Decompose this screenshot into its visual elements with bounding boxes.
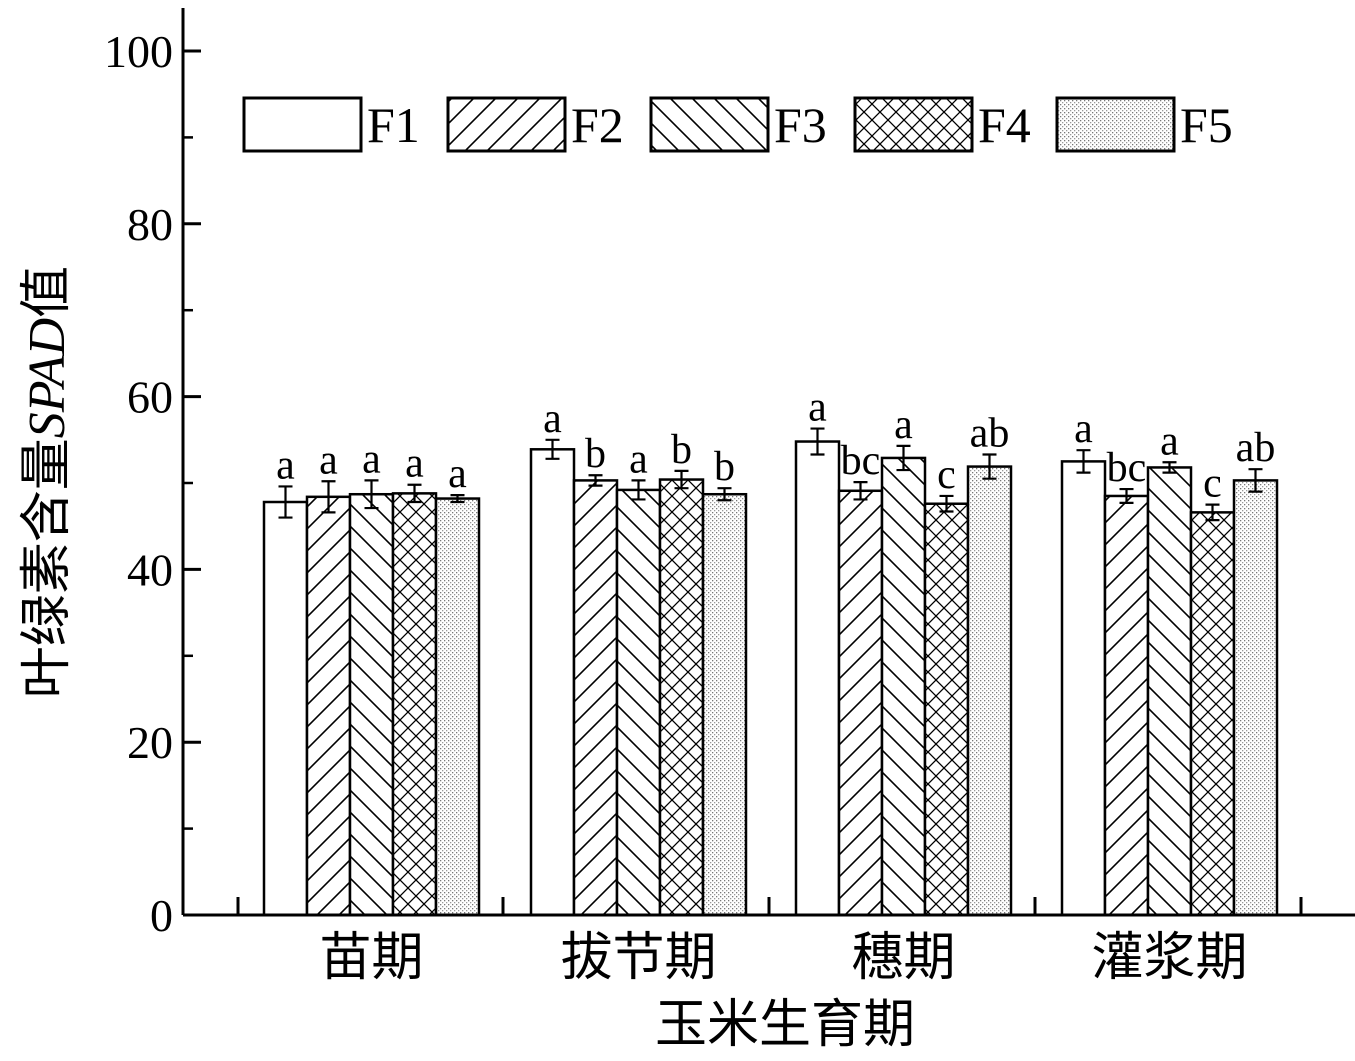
error-bar-f5-2	[717, 487, 732, 502]
error-bar-f2-2	[588, 474, 603, 487]
significance-letter-f2-1: a	[319, 437, 338, 483]
y-tick-label-100: 100	[104, 26, 173, 77]
significance-letter-f5-3: ab	[970, 410, 1010, 456]
error-bar-f1-1	[278, 485, 293, 519]
bar-f3-4	[1146, 466, 1193, 917]
error-bar-f1-2	[545, 438, 560, 460]
legend-swatch-f2	[446, 96, 567, 153]
significance-letter-f5-2: b	[714, 444, 735, 490]
legend-label-f2: F2	[571, 97, 624, 153]
legend-item-f5: F5	[1055, 96, 1233, 153]
x-tick-label-3: 穗期	[851, 930, 955, 987]
error-bar-f4-4	[1205, 503, 1220, 522]
significance-letter-f4-4: c	[1203, 461, 1222, 507]
legend-item-f2: F2	[446, 96, 624, 153]
x-tick-label-4: 灌浆期	[1091, 930, 1247, 987]
bar-f5-3	[966, 465, 1013, 917]
x-tick-label-2: 拔节期	[560, 930, 716, 987]
error-bar-f1-4	[1076, 449, 1091, 474]
bar-f1-2	[529, 448, 576, 917]
legend-swatch-f5	[1055, 96, 1176, 153]
bar-f5-1	[434, 497, 481, 917]
significance-letter-f1-4: a	[1074, 406, 1093, 452]
significance-letter-f1-1: a	[276, 442, 295, 488]
significance-letter-f4-3: c	[937, 452, 956, 498]
significance-letter-f3-3: a	[894, 402, 913, 448]
y-axis-title-main: 叶绿素含量	[19, 438, 76, 698]
bar-f4-1	[391, 492, 438, 917]
legend-swatch-f1	[242, 96, 363, 153]
y-tick-label-0: 0	[150, 890, 173, 941]
legend: F1 F2 F3 F4 F5	[242, 96, 1233, 153]
significance-letter-f1-3: a	[808, 385, 827, 431]
significance-letter-f2-4: bc	[1107, 445, 1147, 491]
bar-f4-3	[923, 502, 970, 917]
bar-f3-3	[880, 456, 927, 917]
error-bar-f4-3	[939, 494, 954, 513]
significance-letter-f3-2: a	[629, 436, 648, 482]
error-bar-f2-3	[853, 481, 868, 501]
legend-item-f3: F3	[649, 96, 827, 153]
bar-f1-3	[794, 440, 841, 917]
legend-swatch-f3	[649, 96, 770, 153]
y-tick-label-20: 20	[127, 717, 173, 768]
bar-f4-2	[658, 478, 705, 917]
x-tick-label-1: 苗期	[319, 930, 423, 987]
bar-f1-4	[1060, 460, 1107, 917]
significance-letter-f5-4: ab	[1236, 425, 1276, 471]
significance-letter-f4-1: a	[405, 441, 424, 487]
bar-f3-1	[348, 492, 395, 917]
bar-f2-3	[837, 489, 884, 917]
bar-f5-2	[701, 492, 748, 917]
error-bar-f3-1	[364, 479, 379, 510]
bar-f2-1	[305, 495, 352, 917]
y-axis-title-italic: SPAD	[19, 318, 76, 438]
bar-f5-4	[1232, 479, 1279, 917]
bar-f2-2	[572, 479, 619, 917]
significance-letter-f3-1: a	[362, 436, 381, 482]
significance-letter-f5-1: a	[448, 451, 467, 497]
bar-f2-4	[1103, 494, 1150, 917]
significance-letter-f4-2: b	[671, 427, 692, 473]
legend-label-f4: F4	[978, 97, 1031, 153]
legend-label-f3: F3	[774, 97, 827, 153]
error-bar-f1-3	[810, 427, 825, 456]
error-bar-f3-3	[896, 444, 911, 472]
y-axis-title-end: 值	[19, 266, 76, 318]
axes-layer	[181, 8, 1355, 917]
y-axis-title: 叶绿素含量SPAD值	[19, 266, 76, 698]
error-bar-f3-2	[631, 479, 646, 501]
error-bar-f5-3	[982, 453, 997, 480]
error-bar-f5-4	[1248, 468, 1263, 493]
x-axis-title: 玉米生育期	[655, 997, 915, 1054]
legend-label-f5: F5	[1180, 97, 1233, 153]
error-bar-f4-1	[407, 483, 422, 504]
bar-f4-4	[1189, 511, 1236, 917]
legend-item-f1: F1	[242, 96, 420, 153]
bars-layer	[262, 427, 1279, 917]
significance-letter-f3-4: a	[1160, 418, 1179, 464]
y-tick-label-40: 40	[127, 544, 173, 595]
y-tick-label-80: 80	[127, 199, 173, 250]
legend-label-f1: F1	[367, 97, 420, 153]
error-bar-f5-1	[450, 493, 465, 504]
error-bar-f4-2	[674, 469, 689, 490]
significance-letter-f2-2: b	[585, 431, 606, 477]
y-tick-label-60: 60	[127, 372, 173, 423]
legend-swatch-f4	[853, 96, 974, 153]
error-bar-f2-1	[321, 480, 336, 514]
bar-f3-2	[615, 488, 662, 917]
error-bar-f2-4	[1119, 487, 1134, 504]
error-bar-f3-4	[1162, 461, 1177, 474]
significance-letter-f2-3: bc	[841, 438, 881, 484]
bar-f1-1	[262, 500, 309, 917]
legend-item-f4: F4	[853, 96, 1031, 153]
significance-letter-f1-2: a	[543, 396, 562, 442]
